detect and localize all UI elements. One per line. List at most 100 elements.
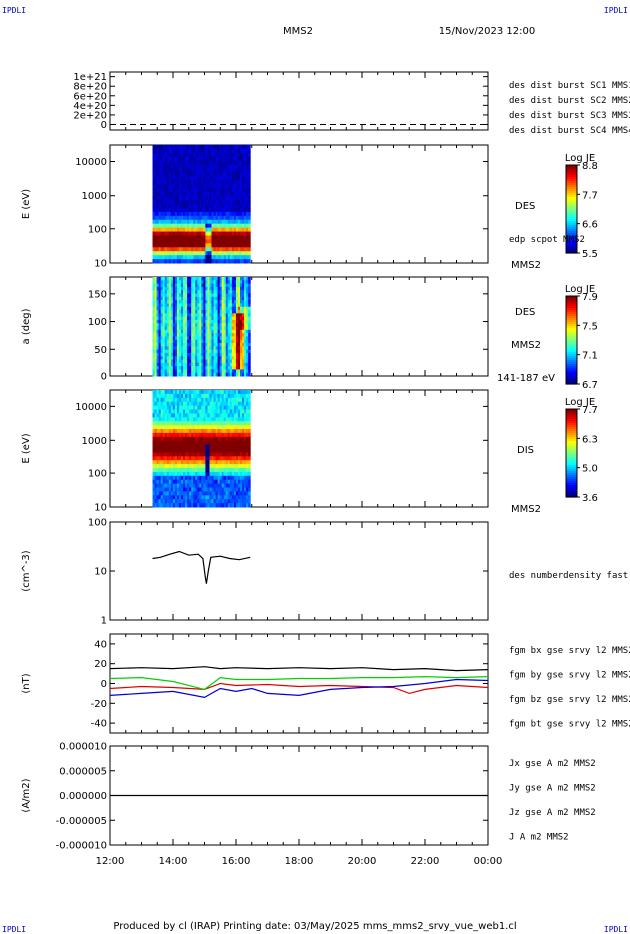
heatmap-cell — [162, 499, 166, 504]
heatmap-cell — [233, 300, 237, 304]
heatmap-cell — [183, 176, 186, 181]
heatmap-cell — [152, 432, 156, 438]
heatmap-cell — [183, 372, 186, 377]
heatmap-cell — [187, 164, 190, 170]
heatmap-cell — [168, 393, 172, 399]
heatmap-cell — [231, 366, 235, 370]
heatmap-cell — [158, 231, 162, 236]
heatmap-cell — [187, 200, 190, 205]
heatmap-cell — [221, 390, 225, 395]
heatmap-cell — [158, 460, 162, 465]
heatmap-cell — [219, 333, 223, 337]
heatmap-cell — [170, 349, 174, 354]
heatmap-cell — [213, 300, 217, 304]
heatmap-cell — [231, 145, 235, 150]
colorbar-cell — [566, 298, 577, 301]
heatmap-cell — [185, 251, 188, 256]
heatmap-cell — [193, 460, 196, 465]
heatmap-cell — [203, 464, 206, 469]
heatmap-cell — [162, 247, 166, 252]
heatmap-cell — [178, 283, 182, 288]
heatmap-cell — [152, 160, 156, 166]
heatmap-cell — [207, 440, 210, 446]
heatmap-cell — [231, 349, 235, 354]
heatmap-cell — [191, 356, 194, 360]
heatmap-cell — [205, 251, 208, 256]
heatmap-cell — [244, 296, 247, 301]
heatmap-cell — [195, 491, 198, 496]
heatmap-cell — [223, 432, 227, 438]
heatmap-cell — [213, 283, 217, 288]
heatmap-cell — [193, 464, 196, 469]
heatmap-cell — [248, 343, 251, 347]
heatmap-cell — [193, 192, 196, 197]
corner-label-top-left: IPDLI — [2, 6, 26, 15]
heatmap-cell — [207, 425, 210, 430]
heatmap-cell — [223, 313, 227, 318]
colorbar-cell — [566, 417, 577, 420]
heatmap-cell — [172, 352, 176, 357]
heatmap-cell — [160, 277, 164, 281]
heatmap-cell — [207, 468, 210, 473]
heatmap-cell — [191, 227, 194, 233]
heatmap-cell — [219, 259, 223, 264]
heatmap-cell — [181, 475, 184, 481]
heatmap-cell — [195, 372, 198, 377]
heatmap-cell — [225, 247, 229, 252]
heatmap-cell — [178, 346, 182, 351]
heatmap-cell — [176, 196, 180, 201]
heatmap-cell — [162, 207, 166, 213]
heatmap-cell — [174, 306, 178, 311]
heatmap-cell — [152, 339, 156, 344]
heatmap-cell — [160, 316, 164, 321]
heatmap-cell — [231, 460, 235, 465]
heatmap-cell — [166, 487, 170, 492]
heatmap-cell — [168, 356, 172, 360]
heatmap-cell — [244, 164, 247, 170]
heatmap-cell — [189, 349, 192, 354]
heatmap-cell — [170, 343, 174, 347]
heatmap-cell — [181, 464, 184, 469]
heatmap-cell — [174, 168, 178, 174]
heatmap-cell — [193, 329, 196, 334]
heatmap-cell — [235, 283, 239, 288]
heatmap-cell — [166, 259, 170, 264]
heatmap-cell — [237, 290, 241, 294]
heatmap-cell — [213, 425, 217, 430]
heatmap-cell — [193, 316, 196, 321]
heatmap-cell — [191, 429, 194, 434]
heatmap-cell — [242, 333, 245, 337]
heatmap-cell — [248, 425, 251, 430]
heatmap-cell — [191, 219, 194, 225]
heatmap-cell — [207, 184, 210, 189]
heatmap-cell — [221, 168, 225, 174]
heatmap-cell — [237, 156, 241, 162]
heatmap-cell — [225, 333, 229, 337]
heatmap-cell — [207, 487, 210, 492]
heatmap-cell — [189, 456, 192, 461]
heatmap-cell — [158, 164, 162, 170]
heatmap-cell — [246, 326, 249, 331]
heatmap-cell — [176, 319, 180, 324]
heatmap-cell — [187, 152, 190, 158]
heatmap-cell — [246, 280, 249, 285]
heatmap-cell — [233, 280, 237, 285]
heatmap-cell — [219, 475, 223, 481]
heatmap-cell — [191, 425, 194, 430]
heatmap-cell — [242, 491, 245, 496]
heatmap-cell — [170, 323, 174, 327]
heatmap-cell — [164, 464, 168, 469]
heatmap-cell — [197, 362, 200, 367]
heatmap-cell — [211, 243, 215, 248]
heatmap-cell — [205, 306, 208, 311]
heatmap-cell — [158, 499, 162, 504]
heatmap-cell — [164, 207, 168, 213]
heatmap-cell — [237, 352, 241, 357]
heatmap-cell — [217, 176, 221, 181]
heatmap-cell — [162, 152, 166, 158]
heatmap-cell — [237, 491, 241, 496]
heatmap-cell — [189, 343, 192, 347]
heatmap-cell — [154, 156, 158, 162]
heatmap-cell — [170, 479, 174, 485]
heatmap-cell — [187, 277, 190, 281]
